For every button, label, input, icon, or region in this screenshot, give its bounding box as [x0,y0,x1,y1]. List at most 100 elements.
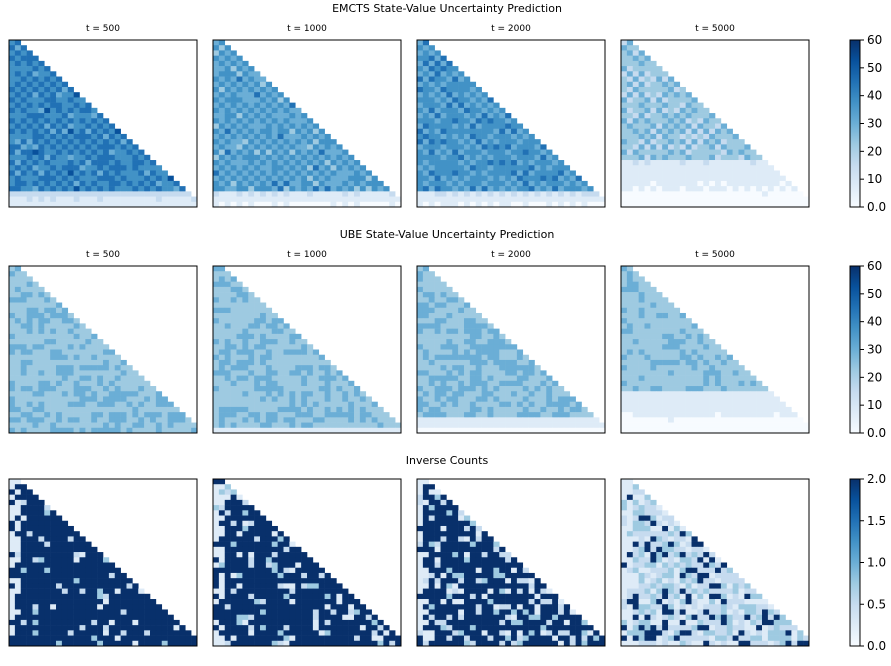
heatmap-cell [511,144,518,150]
heatmap-cell [213,339,220,345]
heatmap-cell [218,154,226,161]
heatmap-cell [511,422,518,429]
heatmap-cell [120,149,127,156]
heatmap-cell [709,133,716,140]
heatmap-cell [236,365,243,371]
heatmap-cell [511,401,518,408]
heatmap-cell [20,567,27,574]
heatmap-cell [97,344,104,350]
heatmap-cell [446,97,453,103]
heatmap-cell [61,144,69,150]
heatmap-cell [691,333,698,340]
heatmap-cell [440,339,447,345]
heatmap-cell [422,40,430,46]
heatmap-cell [452,118,459,124]
heatmap-cell [144,380,151,387]
heatmap-cell [738,412,745,418]
heatmap-cell [464,170,471,176]
heatmap-cell [371,401,378,408]
heatmap-cell [516,370,524,376]
heatmap-cell [218,396,226,402]
heatmap-cell [318,165,325,171]
heatmap-cell [126,191,133,197]
heatmap-cell [224,133,231,140]
heatmap-cell [558,180,565,187]
heatmap-cell [679,427,686,434]
heatmap-cell [738,180,745,187]
heatmap-cell [709,123,716,130]
heatmap-cell [218,66,226,72]
heatmap-cell [14,354,22,361]
heatmap-cell [330,180,337,187]
heatmap-cell [662,201,669,208]
heatmap-cell [14,599,22,605]
heatmap-cell [417,40,424,46]
heatmap-cell [26,92,33,98]
heatmap-cell [91,583,98,589]
heatmap-cell [481,196,488,203]
heatmap-cell [773,186,780,192]
heatmap-cell [120,375,127,382]
heatmap-cell [440,186,447,192]
heatmap-cell [599,427,606,434]
heatmap-cell [114,144,121,150]
heatmap-cell [354,196,361,203]
heatmap-cell [452,365,459,371]
heatmap-cell [254,180,261,187]
heatmap-cell [644,175,651,182]
heatmap-cell [73,359,80,366]
heatmap-cell [348,160,355,166]
heatmap-cell [307,128,314,135]
heatmap-cell [750,401,757,408]
heatmap-cell [32,422,39,429]
heatmap-cell [56,344,63,350]
heatmap-cell [354,417,361,423]
heatmap-cell [656,196,663,203]
heatmap-cell [738,196,745,203]
heatmap-cell [377,417,384,423]
heatmap-cell [213,297,220,303]
heatmap-cell [283,365,290,371]
heatmap-cell [9,546,16,553]
heatmap-cell [493,333,500,340]
heatmap-cell [691,391,698,397]
heatmap-cell [469,323,477,329]
heatmap-cell [283,333,290,340]
heatmap-cell [295,417,302,423]
heatmap-cell [797,196,804,203]
heatmap-cell [213,60,220,67]
heatmap-cell [336,417,343,423]
heatmap-cell [218,266,226,272]
heatmap-cell [458,165,465,171]
heatmap-cell [762,201,769,208]
heatmap-cell [265,191,273,197]
heatmap-cell [38,380,45,387]
heatmap-cell [56,139,63,145]
heatmap-cell [540,386,547,392]
heatmap-cell [26,625,33,631]
heatmap-cell [662,107,669,114]
heatmap-cell [475,196,482,203]
heatmap-cell [50,186,57,192]
heatmap-cell [79,165,86,171]
heatmap-cell [32,186,39,192]
heatmap-cell [475,354,482,361]
heatmap-cell [277,412,284,418]
heatmap-cell [632,144,639,150]
heatmap-cell [446,92,453,98]
heatmap-cell [79,149,86,156]
heatmap-cell [487,412,494,418]
heatmap-cell [685,92,692,98]
heatmap-cell [9,515,16,522]
heatmap-cell [91,567,98,574]
heatmap-cell [475,133,482,140]
heatmap-cell [79,412,86,418]
heatmap-cell [593,196,600,203]
heatmap-cell [324,375,331,382]
heatmap-cell [511,349,518,356]
heatmap-cell [295,412,302,418]
heatmap-cell [277,102,284,109]
heatmap-cell [650,71,657,77]
heatmap-cell [61,81,69,88]
heatmap-cell [283,406,290,413]
